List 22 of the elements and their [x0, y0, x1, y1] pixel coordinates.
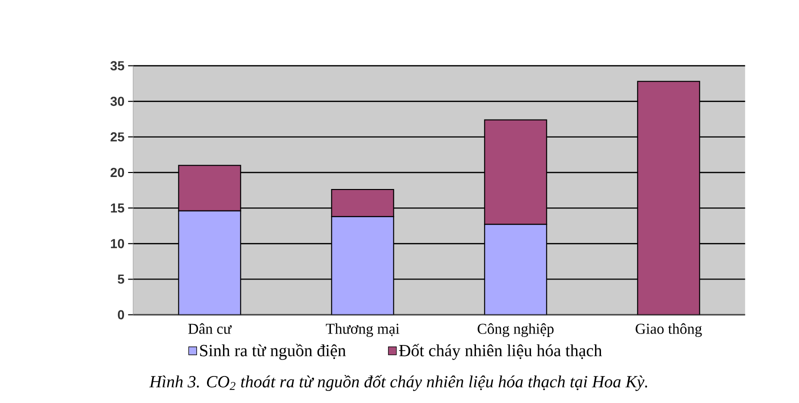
text: Hình 3. CO$_{2}$ thoát ra từ nguồn đốt cháy nhiên liệu hóa thạch tại Hoa Kỳ. [149, 374, 648, 391]
y-tick-label: 15 [110, 204, 124, 213]
y-tick-label: 20 [110, 168, 124, 178]
y-tick-label: 35 [110, 61, 124, 70]
x-tick-label: Dân cư [188, 323, 232, 334]
y-tick-label: 0 [118, 310, 124, 320]
bar [331, 189, 394, 218]
bar [178, 210, 242, 315]
bar [484, 119, 548, 225]
legend-label: Sinh ra từ nguồn điện [200, 344, 346, 360]
bar [331, 216, 394, 315]
x-tick-label: Giao thông [636, 323, 702, 337]
bar [178, 164, 242, 212]
bar [484, 224, 548, 315]
legend-label: Đốt cháy nhiên liệu hóa thạch [399, 344, 602, 360]
y-tick-label: 30 [110, 96, 124, 106]
x-tick-label: Thương mại [326, 323, 400, 337]
y-tick-label: 5 [118, 274, 124, 284]
y-tick-label: 25 [110, 132, 124, 142]
x-tick-label: Công nghiệp [478, 323, 554, 337]
y-tick-label: 10 [110, 239, 124, 248]
bar [637, 80, 700, 315]
